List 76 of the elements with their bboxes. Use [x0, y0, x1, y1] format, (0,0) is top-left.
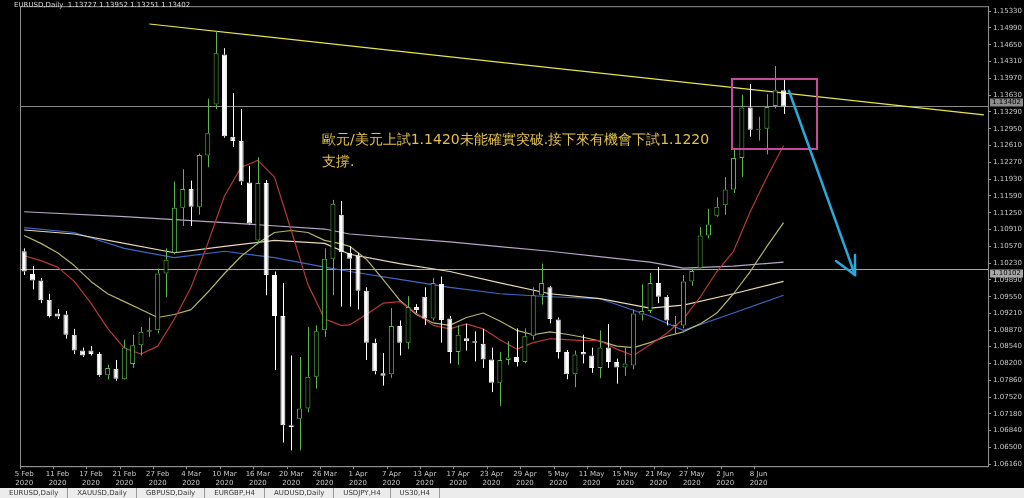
candlestick	[664, 296, 670, 326]
candlestick	[138, 326, 144, 357]
candlestick	[605, 323, 611, 369]
candlestick	[355, 252, 361, 311]
candlestick	[639, 283, 645, 321]
candlestick	[530, 286, 536, 341]
candlestick	[263, 179, 269, 296]
candlestick	[422, 286, 428, 326]
candlestick	[347, 245, 353, 308]
candlestick	[589, 347, 595, 374]
candlestick	[722, 176, 728, 216]
candlestick	[455, 324, 461, 366]
candlestick	[280, 282, 286, 443]
candlestick	[680, 274, 686, 329]
candlestick	[622, 347, 628, 377]
candlestick	[430, 277, 436, 321]
candlestick	[297, 356, 303, 451]
candlestick	[38, 277, 44, 304]
candlestick	[188, 180, 194, 227]
candlestick	[63, 310, 69, 340]
candlestick	[630, 309, 636, 370]
candlestick	[196, 154, 202, 216]
candlestick	[572, 350, 578, 388]
candlestick	[614, 357, 620, 385]
candlestick	[322, 247, 328, 338]
annotation: 歐元/美元上試1.1420未能確實突破.接下來有機會下試1.1220支撐.	[322, 130, 711, 171]
candlestick	[30, 265, 36, 290]
candlestick	[497, 351, 503, 407]
candlestick	[772, 65, 778, 109]
candlestick	[597, 329, 603, 379]
candlestick	[313, 324, 319, 390]
candlestick	[447, 315, 453, 364]
candlestick	[539, 263, 545, 306]
candlestick	[747, 83, 753, 138]
candlestick	[781, 78, 787, 115]
candlestick	[272, 271, 278, 371]
candlestick	[205, 98, 211, 168]
candlestick	[113, 359, 119, 382]
candlestick	[21, 247, 27, 276]
candlestick	[96, 351, 102, 376]
candlestick	[80, 347, 86, 356]
candlestick	[580, 334, 586, 364]
candlestick	[555, 316, 561, 359]
candlestick	[647, 272, 653, 314]
candlestick	[121, 339, 127, 380]
candlestick	[372, 338, 378, 375]
candlestick	[238, 108, 244, 186]
candlestick	[305, 326, 311, 413]
candlestick	[388, 307, 394, 379]
candlestick	[739, 94, 745, 178]
candlestick	[155, 268, 161, 334]
candlestick	[221, 47, 227, 137]
candlestick	[655, 266, 661, 304]
candlestick	[697, 226, 703, 269]
candlestick	[180, 168, 186, 227]
candlestick	[246, 165, 252, 224]
candlestick	[397, 319, 403, 357]
candlestick	[71, 328, 77, 355]
candlestick	[213, 30, 219, 110]
candlestick	[413, 303, 419, 314]
candlestick	[689, 268, 695, 287]
candlestick	[489, 347, 495, 393]
candlestick	[380, 352, 386, 387]
candlestick	[130, 334, 136, 369]
candlestick	[438, 275, 444, 344]
candlestick	[405, 295, 411, 350]
candlestick	[764, 93, 770, 155]
candlestick	[363, 286, 369, 361]
candlestick	[463, 323, 469, 352]
candlestick	[564, 349, 570, 380]
candlestick	[255, 156, 261, 244]
candlestick	[714, 196, 720, 216]
candlestick	[163, 247, 169, 298]
candlestick	[330, 199, 336, 296]
candlestick	[338, 200, 344, 308]
candlestick	[480, 328, 486, 369]
